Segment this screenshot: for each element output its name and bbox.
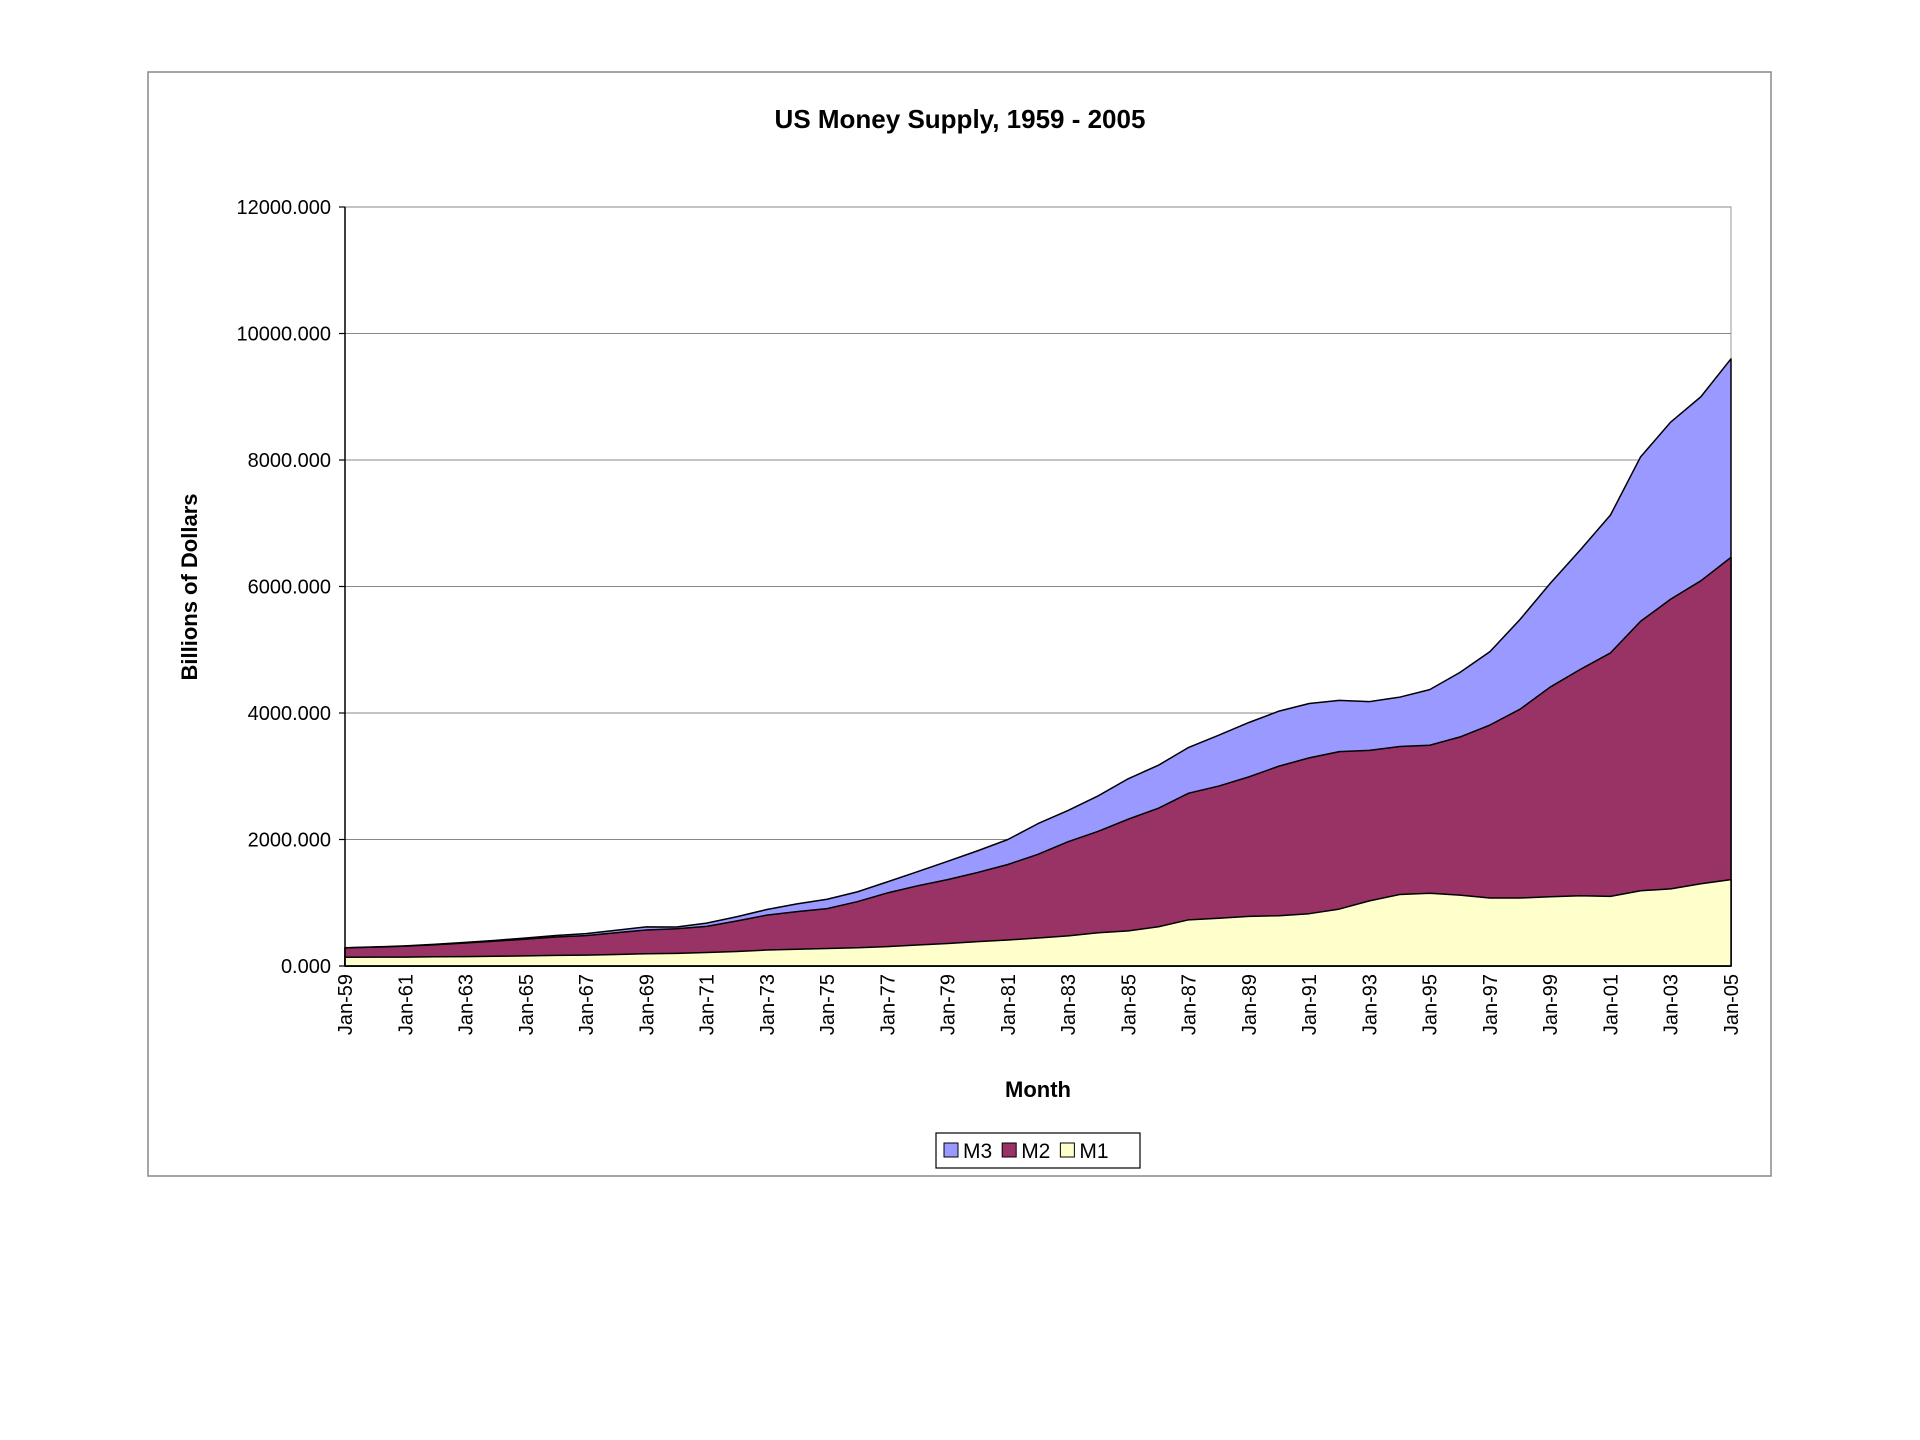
- x-tick-label: Jan-77: [877, 974, 899, 1035]
- x-tick-label: Jan-95: [1420, 974, 1442, 1035]
- x-tick-label: Jan-99: [1540, 974, 1562, 1035]
- x-tick-label: Jan-81: [998, 974, 1020, 1035]
- x-tick-label: Jan-89: [1239, 974, 1261, 1035]
- x-tick-label: Jan-85: [1118, 974, 1140, 1035]
- x-axis-label: Month: [1005, 1077, 1071, 1102]
- x-tick-label: Jan-97: [1480, 974, 1502, 1035]
- y-tick-label: 4000.000: [248, 703, 331, 725]
- chart-title: US Money Supply, 1959 - 2005: [775, 104, 1146, 134]
- x-tick-label: Jan-83: [1058, 974, 1080, 1035]
- x-tick-label: Jan-61: [395, 974, 417, 1035]
- x-tick-label: Jan-05: [1721, 974, 1743, 1035]
- x-tick-label: Jan-65: [516, 974, 538, 1035]
- x-tick-label: Jan-75: [817, 974, 839, 1035]
- x-tick-label: Jan-71: [697, 974, 719, 1035]
- y-axis-label: Billions of Dollars: [177, 493, 202, 680]
- y-tick-label: 10000.000: [236, 324, 331, 346]
- legend-label: M1: [1079, 1140, 1108, 1163]
- legend-box: [935, 1132, 1141, 1169]
- x-tick-label: Jan-79: [938, 974, 960, 1035]
- y-tick-label: 0.000: [281, 956, 331, 978]
- x-tick-label: Jan-03: [1661, 974, 1683, 1035]
- x-tick-label: Jan-91: [1299, 974, 1321, 1035]
- y-tick-label: 2000.000: [248, 830, 331, 852]
- legend-swatch: [943, 1142, 959, 1158]
- x-tick-label: Jan-69: [636, 974, 658, 1035]
- y-tick-label: 12000.000: [236, 197, 331, 219]
- legend-swatch: [1059, 1142, 1075, 1158]
- area: [344, 878, 1732, 967]
- x-tick-label: Jan-63: [456, 974, 478, 1035]
- y-tick-label: 6000.000: [248, 577, 331, 599]
- legend-label: M2: [1021, 1140, 1050, 1163]
- legend-label: M3: [963, 1140, 992, 1163]
- x-tick-label: Jan-67: [576, 974, 598, 1035]
- x-tick-label: Jan-01: [1600, 974, 1622, 1035]
- legend: M3 M2 M1: [935, 1132, 1141, 1169]
- area: [344, 556, 1732, 967]
- y-tick-label: 8000.000: [248, 450, 331, 472]
- x-tick-label: Jan-59: [335, 974, 357, 1035]
- legend-swatch: [1001, 1142, 1017, 1158]
- x-tick-label: Jan-73: [757, 974, 779, 1035]
- x-tick-label: Jan-87: [1179, 974, 1201, 1035]
- x-tick-label: Jan-93: [1359, 974, 1381, 1035]
